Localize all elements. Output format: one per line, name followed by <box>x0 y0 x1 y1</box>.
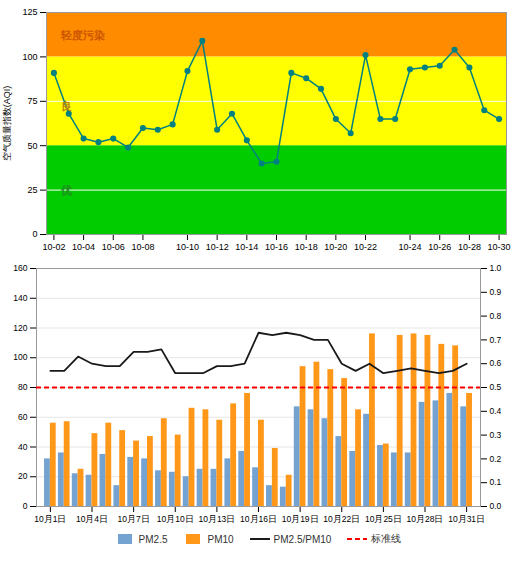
svg-text:0.2: 0.2 <box>490 454 502 464</box>
svg-text:10-10: 10-10 <box>176 242 199 252</box>
svg-text:10月1日: 10月1日 <box>34 514 66 524</box>
svg-text:125: 125 <box>22 7 37 17</box>
svg-text:160: 160 <box>13 263 27 273</box>
svg-text:10月4日: 10月4日 <box>76 514 108 524</box>
svg-text:10月19日: 10月19日 <box>282 514 319 524</box>
svg-text:0.6: 0.6 <box>490 358 502 368</box>
svg-text:10月22日: 10月22日 <box>323 514 360 524</box>
html-text:PM10: PM10 <box>207 533 234 545</box>
svg-text:10月31日: 10月31日 <box>448 514 485 524</box>
svg-text:优: 优 <box>60 184 72 196</box>
html-text:PM2.5/PM10: PM2.5/PM10 <box>273 533 332 545</box>
svg-text:10-24: 10-24 <box>399 242 422 252</box>
svg-text:75: 75 <box>27 96 37 106</box>
svg-text:10月7日: 10月7日 <box>118 514 150 524</box>
svg-text:100: 100 <box>22 52 37 62</box>
svg-text:100: 100 <box>13 352 27 362</box>
svg-text:10-06: 10-06 <box>102 242 125 252</box>
svg-text:20: 20 <box>18 471 28 481</box>
svg-text:60: 60 <box>18 412 28 422</box>
svg-text:25: 25 <box>27 185 37 195</box>
svg-text:0.4: 0.4 <box>490 406 502 416</box>
svg-text:0.0: 0.0 <box>490 501 502 511</box>
svg-text:0.1: 0.1 <box>490 477 502 487</box>
svg-text:10-14: 10-14 <box>235 242 258 252</box>
html-text:标准线: 标准线 <box>371 533 402 544</box>
svg-text:50: 50 <box>27 141 37 151</box>
svg-text:40: 40 <box>18 442 28 452</box>
svg-text:80: 80 <box>18 382 28 392</box>
svg-text:10-20: 10-20 <box>324 242 347 252</box>
svg-text:空气质量指数(AQI): 空气质量指数(AQI) <box>2 86 12 162</box>
svg-text:0: 0 <box>32 229 37 239</box>
svg-text:0.5: 0.5 <box>490 382 502 392</box>
svg-text:0.7: 0.7 <box>490 335 502 345</box>
svg-text:0.3: 0.3 <box>490 430 502 440</box>
svg-text:0.9: 0.9 <box>490 287 502 297</box>
svg-text:0: 0 <box>23 501 28 511</box>
svg-text:10月13日: 10月13日 <box>198 514 235 524</box>
svg-text:10-16: 10-16 <box>265 242 288 252</box>
svg-text:10月25日: 10月25日 <box>365 514 402 524</box>
svg-text:10-12: 10-12 <box>206 242 229 252</box>
html-text:PM2.5: PM2.5 <box>138 533 168 545</box>
svg-text:10-30: 10-30 <box>488 242 511 252</box>
svg-text:140: 140 <box>13 293 27 303</box>
svg-text:10-04: 10-04 <box>72 242 95 252</box>
svg-text:10-28: 10-28 <box>458 242 481 252</box>
svg-text:轻度污染: 轻度污染 <box>60 29 105 41</box>
svg-text:120: 120 <box>13 323 27 333</box>
svg-text:0.8: 0.8 <box>490 311 502 321</box>
svg-text:10-02: 10-02 <box>42 242 65 252</box>
svg-text:10月16日: 10月16日 <box>240 514 277 524</box>
svg-text:10月10日: 10月10日 <box>157 514 194 524</box>
svg-text:10-26: 10-26 <box>428 242 451 252</box>
svg-text:良: 良 <box>61 100 72 112</box>
svg-text:10月28日: 10月28日 <box>407 514 444 524</box>
svg-text:10-08: 10-08 <box>131 242 154 252</box>
svg-text:10-22: 10-22 <box>354 242 377 252</box>
svg-text:10-18: 10-18 <box>295 242 318 252</box>
svg-text:1.0: 1.0 <box>490 263 502 273</box>
